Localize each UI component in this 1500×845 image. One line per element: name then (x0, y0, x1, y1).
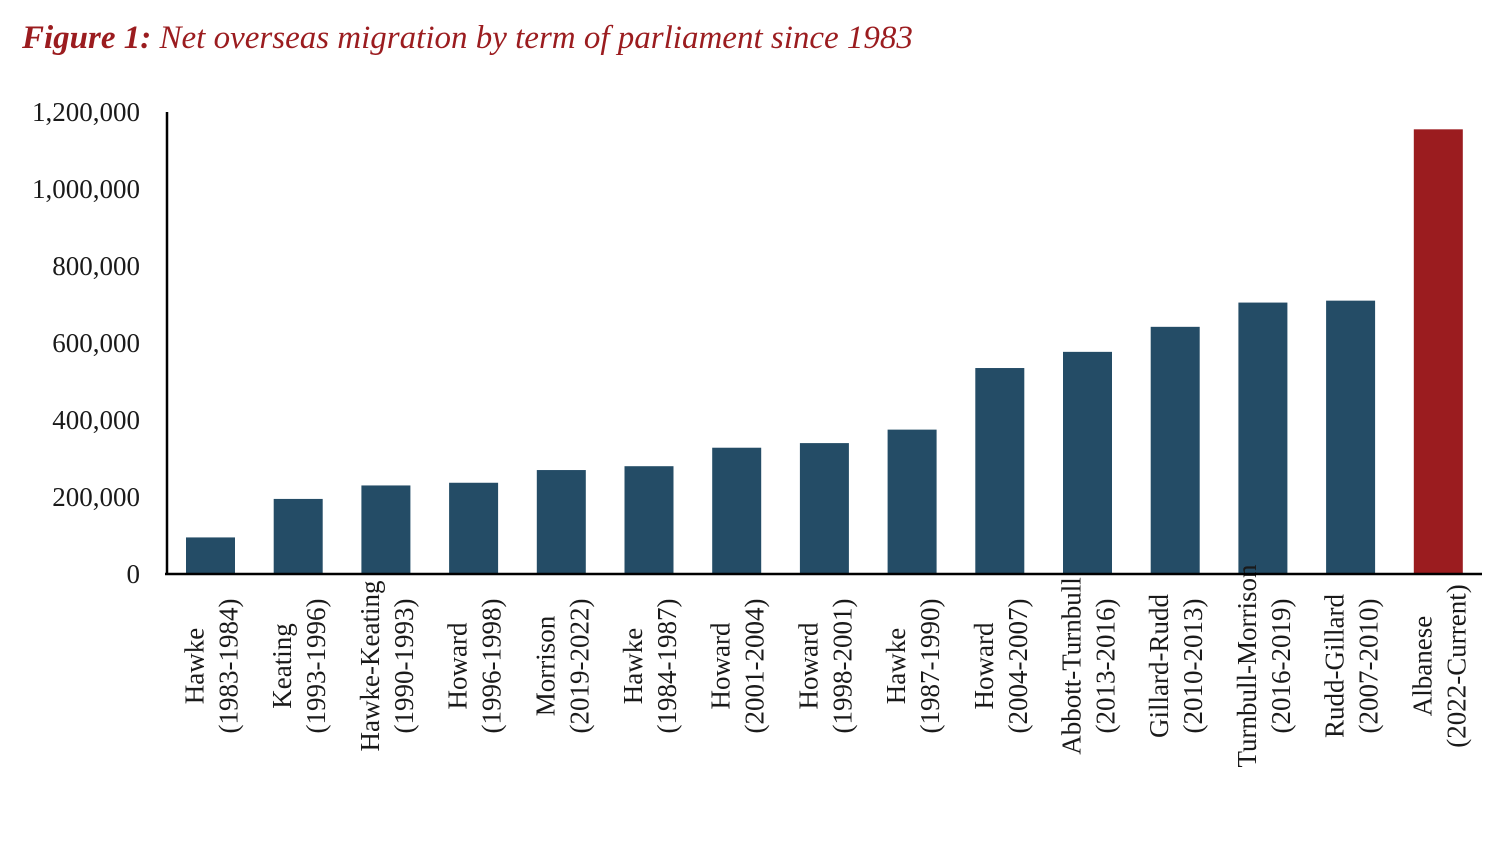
bar (536, 470, 586, 574)
bar (361, 485, 411, 574)
chart-title-prefix: Figure 1: (22, 20, 152, 56)
category-label-name: Hawke (881, 628, 911, 704)
category-label: Hawke (1983-1984) (180, 599, 244, 734)
category-label-term: (1984-1987) (652, 599, 682, 734)
y-tick-label: 600,000 (52, 328, 140, 358)
category-label: Rudd-Gillard (2007-2010) (1320, 594, 1384, 738)
category-label: Turnbull-Morrison (2016-2019) (1232, 564, 1296, 768)
chart-title-text: Net overseas migration by term of parlia… (151, 20, 913, 56)
category-label: Gillard-Rudd (2010-2013) (1144, 594, 1208, 738)
category-label-term: (2016-2019) (1266, 599, 1296, 734)
category-label-name: Hawke (180, 628, 210, 704)
category-label-term: (2013-2016) (1091, 599, 1121, 734)
y-tick-label: 200,000 (52, 482, 140, 512)
category-label: Hawke (1987-1990) (881, 599, 945, 734)
bar (624, 466, 674, 574)
bar (449, 482, 499, 574)
bar (799, 443, 849, 574)
category-labels: Hawke (1983-1984) Keating (1993-1996) Hawke-… (180, 564, 1472, 768)
y-tick-label: 1,000,000 (32, 174, 140, 204)
category-label: Hawke-Keating (1990-1993) (355, 581, 419, 752)
bar (887, 429, 937, 574)
category-label-term: (2001-2004) (740, 599, 770, 734)
category-label-term: (2004-2007) (1003, 599, 1033, 734)
bars (186, 129, 1463, 574)
category-label-term: (1996-1998) (477, 599, 507, 734)
y-tick-label: 1,200,000 (32, 97, 140, 127)
y-tick-label: 0 (127, 559, 141, 589)
category-label: Howard (1998-2001) (793, 599, 857, 734)
category-label-name: Morrison (530, 615, 560, 716)
category-label-term: (1987-1990) (915, 599, 945, 734)
category-label: Keating (1993-1996) (267, 599, 331, 734)
category-label-term: (2019-2022) (564, 599, 594, 734)
category-label: Howard (2004-2007) (969, 599, 1033, 734)
category-label: Hawke (1984-1987) (618, 599, 682, 734)
y-axis-ticks: 0 200,000 400,000 600,000 800,000 1,000,000 1,… (32, 97, 140, 589)
category-label-name: Howard (969, 622, 999, 709)
category-label-term: (1998-2001) (827, 599, 857, 734)
category-label-name: Keating (267, 623, 297, 708)
category-label: Morrison (2019-2022) (530, 599, 594, 734)
category-label-name: Abbott-Turnbull (1057, 577, 1087, 755)
bar (712, 447, 762, 574)
bar (975, 368, 1025, 574)
category-label-name: Albanese (1407, 616, 1437, 716)
category-label: Albanese (2022-Current) (1407, 584, 1471, 747)
bar (273, 498, 323, 574)
category-label-name: Howard (706, 622, 736, 709)
bar (1326, 300, 1376, 574)
chart-title: Figure 1: Net overseas migration by term… (22, 20, 913, 57)
bar (1063, 351, 1112, 574)
category-label-term: (2010-2013) (1178, 599, 1208, 734)
bar (1413, 129, 1463, 574)
category-label-name: Hawke-Keating (355, 581, 385, 752)
category-label-term: (1993-1996) (301, 599, 331, 734)
bar (186, 537, 235, 574)
category-label-term: (2022-Current) (1441, 584, 1471, 747)
category-label-name: Turnbull-Morrison (1232, 564, 1262, 768)
y-tick-label: 400,000 (52, 405, 140, 435)
category-label-name: Gillard-Rudd (1144, 594, 1174, 738)
bar (1238, 302, 1288, 574)
category-label-name: Howard (793, 622, 823, 709)
category-label-name: Hawke (618, 628, 648, 704)
category-label-term: (1983-1984) (214, 599, 244, 734)
category-label-name: Howard (443, 622, 473, 709)
y-tick-label: 800,000 (52, 251, 140, 281)
category-label: Howard (2001-2004) (706, 599, 770, 734)
category-label-name: Rudd-Gillard (1320, 594, 1350, 738)
category-label: Abbott-Turnbull (2013-2016) (1057, 577, 1121, 755)
bar (1150, 326, 1200, 574)
category-label-term: (2007-2010) (1354, 599, 1384, 734)
category-label: Howard (1996-1998) (443, 599, 507, 734)
category-label-term: (1990-1993) (389, 599, 419, 734)
